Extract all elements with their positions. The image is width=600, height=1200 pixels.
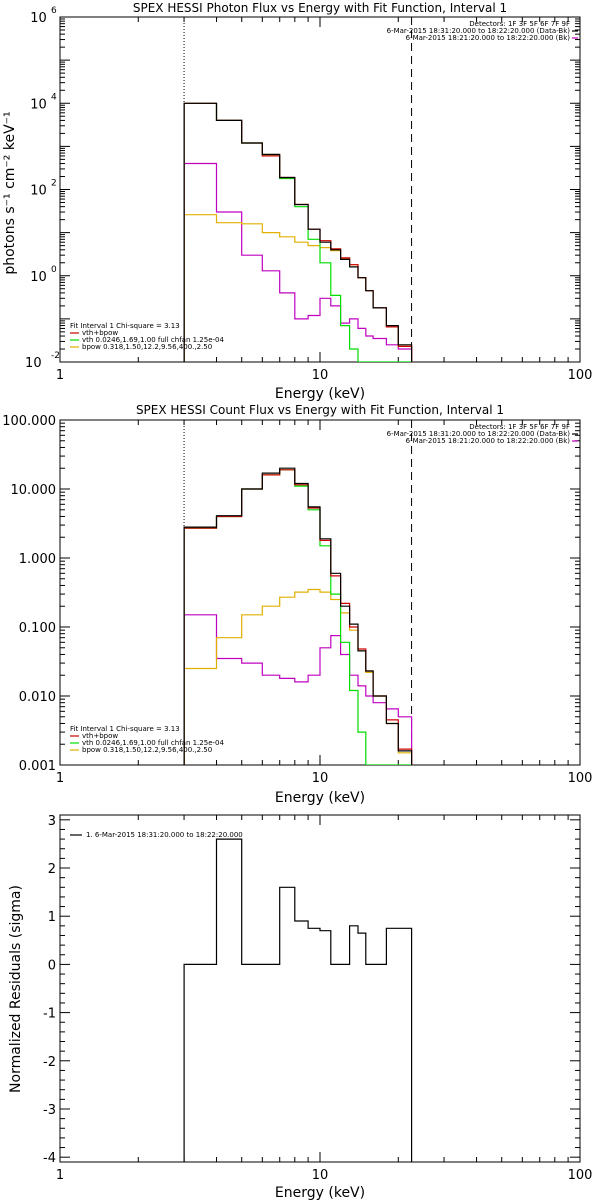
residuals-y-tick-label: -2: [43, 1055, 56, 1070]
residuals-ylabel: Normalized Residuals (sigma): [8, 885, 24, 1093]
count-flux-series-bk: [183, 614, 413, 765]
residuals-x-tick-label: 100: [568, 1168, 593, 1183]
residuals-y-tick-label: -1: [43, 1007, 56, 1022]
residuals-resid-legend-text: 1. 6-Mar-2015 18:31:20.000 to 18:22:20.0…: [86, 831, 243, 839]
residuals-y-tick-label: 1: [48, 910, 56, 925]
residuals-xlabel: Energy (keV): [275, 1185, 365, 1200]
photon-flux-info-legend-text: 6-Mar-2015 18:21:20.000 to 18:22:20.000 …: [406, 34, 571, 42]
residuals-series-data: [183, 838, 413, 1162]
photon-flux-xlabel: Energy (keV): [275, 386, 365, 402]
count-flux-y-tick-label: 0.100: [19, 621, 56, 636]
photon-flux-y-tick-exp: -2: [51, 351, 60, 361]
photon-flux-y-tick-label: 10: [30, 270, 47, 285]
photon-flux-fit-legend-text: bpow 0.318,1.50,12.2,9.56,400.,2.50: [82, 343, 212, 351]
count-flux-series-fit_total: [183, 469, 413, 765]
photon-flux-fit-legend-text: Fit Interval 1 Chi-square = 3.13: [70, 322, 180, 330]
count-flux-series-data: [183, 467, 413, 765]
photon-flux-ylabel: photons s⁻¹ cm⁻² keV⁻¹: [2, 111, 18, 274]
photon-flux-series-data: [183, 102, 413, 362]
count-flux-panel: SPEX HESSI Count Flux vs Energy with Fit…: [2, 403, 592, 806]
count-flux-x-tick-label: 10: [312, 771, 329, 786]
residuals-y-tick-label: -3: [43, 1103, 56, 1118]
count-flux-y-tick-label: 0.010: [19, 690, 56, 705]
photon-flux-series-fit_total: [183, 102, 413, 362]
count-flux-fit-legend-text: bpow 0.318,1.50,12.2,9.56,400.,2.50: [82, 746, 212, 754]
photon-flux-y-tick-exp: 2: [51, 179, 57, 189]
photon-flux-title: SPEX HESSI Photon Flux vs Energy with Fi…: [133, 1, 507, 15]
count-flux-xlabel: Energy (keV): [275, 790, 365, 806]
photon-flux-y-tick-label: 10: [25, 356, 42, 371]
residuals-x-tick-label: 1: [56, 1168, 64, 1183]
photon-flux-x-tick-label: 1: [56, 368, 64, 383]
photon-flux-y-tick-exp: 4: [51, 92, 57, 102]
residuals-x-tick-label: 10: [312, 1168, 329, 1183]
residuals-y-tick-label: 0: [48, 958, 56, 973]
residuals-y-tick-label: -4: [43, 1151, 56, 1166]
photon-flux-y-tick-label: 10: [30, 184, 47, 199]
photon-flux-fit-legend-text: vth+bpow: [82, 329, 118, 337]
photon-flux-series-bk: [183, 162, 413, 362]
photon-flux-x-tick-label: 10: [312, 368, 329, 383]
count-flux-y-tick-label: 10.000: [11, 483, 57, 498]
residuals-y-tick-label: 3: [48, 814, 56, 829]
residuals-y-tick-label: 2: [48, 862, 56, 877]
photon-flux-info-legend-text: 6-Mar-2015 18:31:20.000 to 18:22:20.000 …: [387, 27, 571, 35]
residuals-panel: Energy (keV) Normalized Residuals (sigma…: [8, 814, 592, 1200]
photon-flux-x-tick-label: 100: [568, 368, 593, 383]
count-flux-series-vth: [183, 469, 412, 765]
count-flux-fit-legend-text: vth+bpow: [82, 732, 118, 740]
photon-flux-info-legend-text: Detectors: 1F 3F 5F 6F 7F 9F: [469, 20, 570, 28]
count-flux-x-tick-label: 100: [568, 771, 593, 786]
residuals-frame: [59, 814, 581, 1163]
count-flux-info-legend-text: 6-Mar-2015 18:21:20.000 to 18:22:20.000 …: [406, 437, 571, 445]
count-flux-info-legend-text: 6-Mar-2015 18:31:20.000 to 18:22:20.000 …: [387, 430, 571, 438]
count-flux-fit-legend-text: vth 0.0246,1.69,1.00 full chfan 1.25e-04: [82, 739, 224, 747]
photon-flux-series-vth: [183, 102, 412, 362]
count-flux-title: SPEX HESSI Count Flux vs Energy with Fit…: [136, 403, 504, 417]
count-flux-fit-legend-text: Fit Interval 1 Chi-square = 3.13: [70, 725, 180, 733]
count-flux-y-tick-label: 0.001: [19, 759, 56, 774]
count-flux-y-tick-label: 100.000: [2, 414, 56, 429]
photon-flux-y-tick-label: 10: [30, 11, 47, 26]
count-flux-x-tick-label: 1: [56, 771, 64, 786]
photon-flux-y-tick-label: 10: [30, 97, 47, 112]
count-flux-y-tick-label: 1.000: [19, 552, 56, 567]
photon-flux-y-tick-exp: 0: [51, 265, 57, 275]
photon-flux-panel: SPEX HESSI Photon Flux vs Energy with Fi…: [2, 1, 592, 402]
photon-flux-fit-legend-text: vth 0.0246,1.69,1.00 full chfan 1.25e-04: [82, 336, 224, 344]
count-flux-info-legend-text: Detectors: 1F 3F 5F 6F 7F 9F: [469, 423, 570, 431]
photon-flux-y-tick-exp: 6: [51, 6, 57, 16]
